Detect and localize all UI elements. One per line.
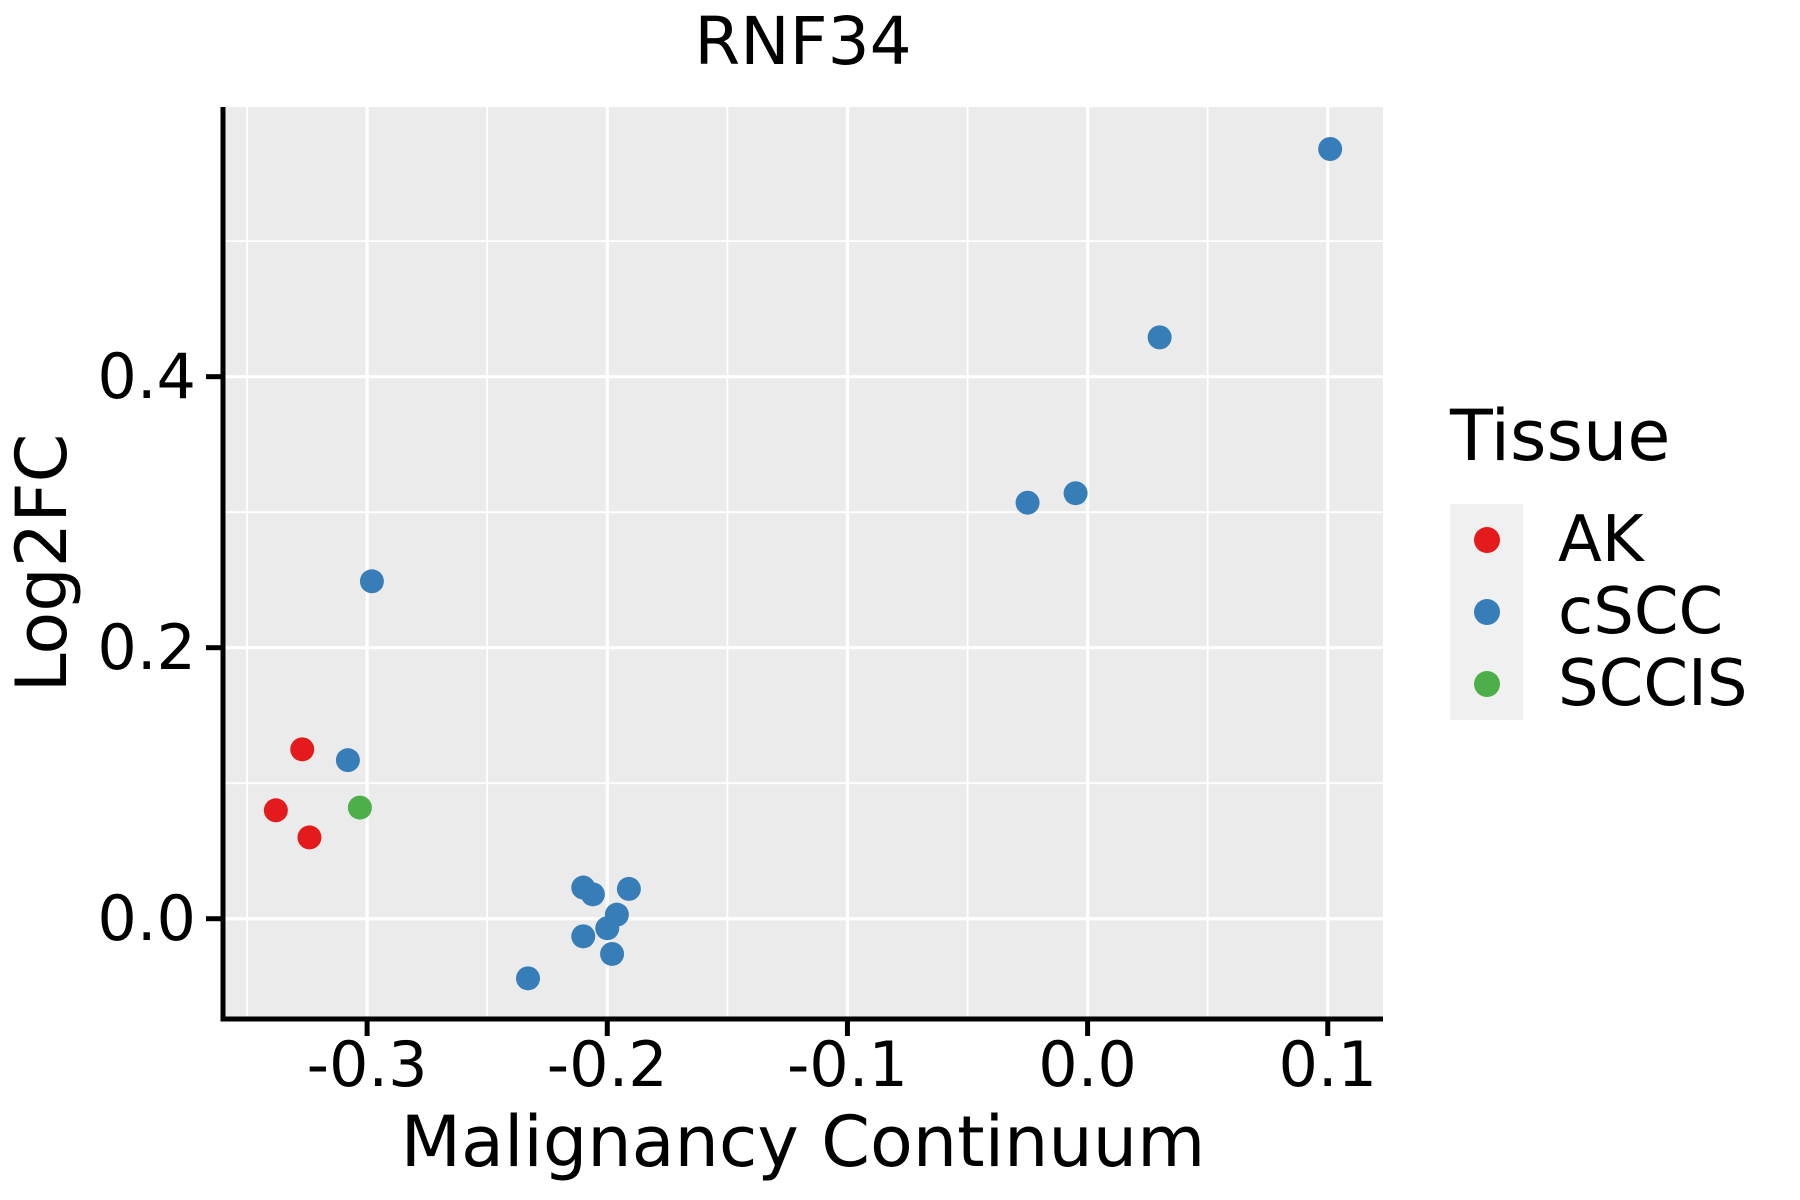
legend-dot-ak: [1473, 527, 1500, 553]
data-point-ak: [290, 737, 315, 762]
y-tick-label: 0.0: [97, 882, 196, 955]
legend-label-ak: AK: [1558, 503, 1644, 577]
data-point-cscc: [1147, 325, 1172, 350]
y-tick-label: 0.4: [97, 340, 196, 413]
legend-dot-sccis: [1473, 671, 1500, 697]
legend-title: Tissue: [1450, 395, 1671, 477]
legend-key-box: [1450, 576, 1523, 648]
data-point-cscc: [359, 569, 384, 594]
legend-key-box: [1450, 648, 1523, 720]
data-point-cscc: [516, 966, 541, 991]
x-axis-title: Malignancy Continuum: [400, 1101, 1206, 1183]
x-tick-label: -0.1: [787, 1028, 908, 1101]
legend-dot-cscc: [1473, 599, 1500, 625]
legend-item-cscc: cSCC: [1450, 576, 1748, 648]
chart-title: RNF34: [694, 3, 912, 80]
data-point-ak: [263, 798, 288, 823]
x-tick-label: 0.0: [1038, 1028, 1137, 1101]
data-point-cscc: [595, 916, 620, 941]
data-point-cscc: [580, 882, 605, 907]
data-point-cscc: [335, 748, 360, 773]
data-point-ak: [297, 825, 322, 850]
legend-item-sccis: SCCIS: [1450, 648, 1748, 720]
legend-key-box: [1450, 504, 1523, 576]
data-point-cscc: [1063, 481, 1088, 506]
x-tick-label: -0.3: [307, 1028, 428, 1101]
x-tick-label: -0.2: [547, 1028, 668, 1101]
data-point-cscc: [1318, 137, 1343, 162]
panel-background: [223, 107, 1383, 1019]
data-point-cscc: [616, 876, 641, 901]
data-point-cscc: [571, 924, 596, 949]
legend: Tissue AK cSCC SCCIS: [1450, 398, 1748, 720]
data-point-cscc: [1015, 490, 1040, 515]
data-point-cscc: [600, 941, 625, 966]
legend-label-sccis: SCCIS: [1558, 647, 1748, 721]
legend-keys: AK cSCC SCCIS: [1450, 504, 1748, 720]
y-tick-label: 0.2: [97, 611, 196, 684]
legend-label-cscc: cSCC: [1558, 575, 1724, 649]
x-tick-label: 0.1: [1278, 1028, 1377, 1101]
data-point-sccis: [347, 795, 372, 820]
legend-item-ak: AK: [1450, 504, 1748, 576]
